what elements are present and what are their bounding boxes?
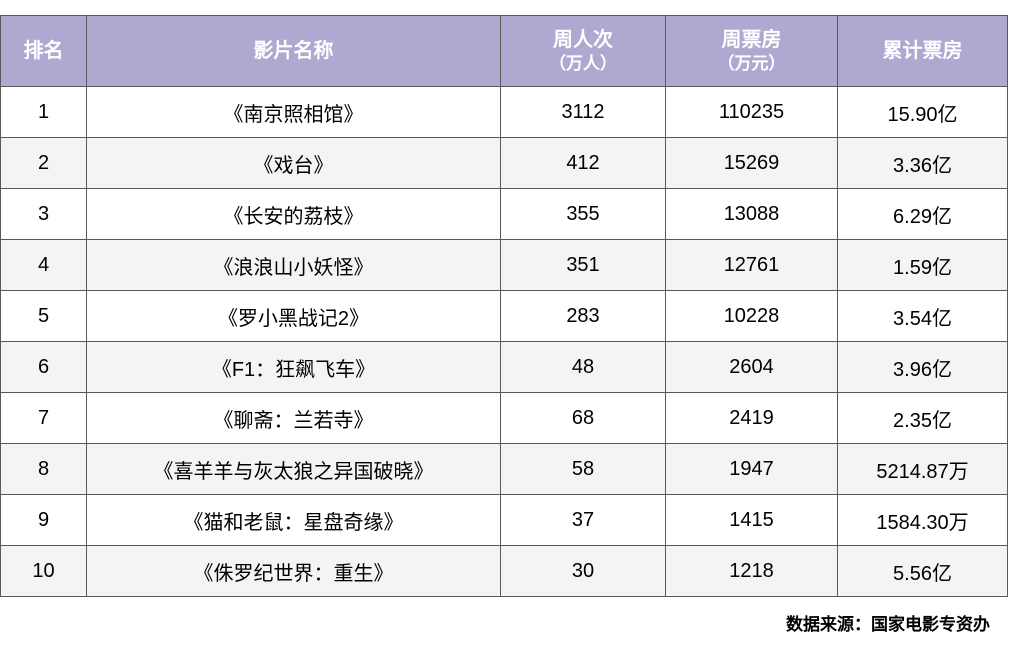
table-row: 9 《猫和老鼠：星盘奇缘》 37 1415 1584.30万 xyxy=(0,494,1008,546)
table-row: 5 《罗小黑战记2》 283 10228 3.54亿 xyxy=(0,290,1008,342)
rank-cell: 10 xyxy=(0,545,87,597)
film-title-cell: 《聊斋：兰若寺》 xyxy=(86,392,501,444)
header-weekly-admissions-unit: （万人） xyxy=(549,53,617,73)
rank-cell: 5 xyxy=(0,290,87,342)
total-boxoffice-cell: 15.90亿 xyxy=(837,86,1008,138)
weekly-boxoffice-cell: 10228 xyxy=(665,290,838,342)
total-boxoffice-cell: 6.29亿 xyxy=(837,188,1008,240)
film-title-cell: 《长安的荔枝》 xyxy=(86,188,501,240)
weekly-admissions-cell: 48 xyxy=(500,341,666,393)
header-weekly-boxoffice-unit: （万元） xyxy=(717,53,786,73)
rank-cell: 4 xyxy=(0,239,87,291)
table-body: 1 《南京照相馆》 3112 110235 15.90亿 2 《戏台》 412 … xyxy=(0,86,1008,597)
weekly-boxoffice-cell: 2419 xyxy=(665,392,838,444)
film-title-cell: 《戏台》 xyxy=(86,137,501,189)
weekly-boxoffice-cell: 15269 xyxy=(665,137,838,189)
total-boxoffice-cell: 1.59亿 xyxy=(837,239,1008,291)
weekly-boxoffice-cell: 1218 xyxy=(665,545,838,597)
total-boxoffice-cell: 3.96亿 xyxy=(837,341,1008,393)
film-title-cell: 《F1：狂飙飞车》 xyxy=(86,341,501,393)
weekly-boxoffice-cell: 12761 xyxy=(665,239,838,291)
film-title-cell: 《喜羊羊与灰太狼之异国破晓》 xyxy=(86,443,501,495)
table-row: 6 《F1：狂飙飞车》 48 2604 3.96亿 xyxy=(0,341,1008,393)
total-boxoffice-cell: 3.54亿 xyxy=(837,290,1008,342)
header-weekly-admissions: 周人次 （万人） xyxy=(500,15,666,87)
header-weekly-boxoffice: 周票房 （万元） xyxy=(665,15,838,87)
total-boxoffice-cell: 5.56亿 xyxy=(837,545,1008,597)
box-office-table: 排名 影片名称 周人次 （万人） 周票房 （万元） 累计票房 xyxy=(0,15,1008,597)
weekly-admissions-cell: 58 xyxy=(500,443,666,495)
data-source-note: 数据来源：国家电影专资办 xyxy=(786,615,990,634)
rank-cell: 3 xyxy=(0,188,87,240)
header-rank: 排名 xyxy=(0,15,87,87)
table-row: 8 《喜羊羊与灰太狼之异国破晓》 58 1947 5214.87万 xyxy=(0,443,1008,495)
weekly-boxoffice-cell: 1415 xyxy=(665,494,838,546)
rank-cell: 1 xyxy=(0,86,87,138)
header-rank-label: 排名 xyxy=(23,39,64,62)
table-header: 排名 影片名称 周人次 （万人） 周票房 （万元） 累计票房 xyxy=(0,15,1008,87)
weekly-admissions-cell: 37 xyxy=(500,494,666,546)
table-row: 3 《长安的荔枝》 355 13088 6.29亿 xyxy=(0,188,1008,240)
header-film-title-label: 影片名称 xyxy=(253,39,334,62)
table-row: 10 《侏罗纪世界：重生》 30 1218 5.56亿 xyxy=(0,545,1008,597)
film-title-cell: 《侏罗纪世界：重生》 xyxy=(86,545,501,597)
header-row: 排名 影片名称 周人次 （万人） 周票房 （万元） 累计票房 xyxy=(0,15,1008,87)
rank-cell: 6 xyxy=(0,341,87,393)
weekly-admissions-cell: 412 xyxy=(500,137,666,189)
film-title-cell: 《罗小黑战记2》 xyxy=(86,290,501,342)
film-title-cell: 《猫和老鼠：星盘奇缘》 xyxy=(86,494,501,546)
rank-cell: 8 xyxy=(0,443,87,495)
total-boxoffice-cell: 1584.30万 xyxy=(837,494,1008,546)
weekly-admissions-cell: 30 xyxy=(500,545,666,597)
header-film-title: 影片名称 xyxy=(86,15,501,87)
rank-cell: 9 xyxy=(0,494,87,546)
weekly-boxoffice-cell: 110235 xyxy=(665,86,838,138)
weekly-admissions-cell: 351 xyxy=(500,239,666,291)
weekly-boxoffice-cell: 13088 xyxy=(665,188,838,240)
header-weekly-boxoffice-label: 周票房 xyxy=(721,28,782,51)
rank-cell: 7 xyxy=(0,392,87,444)
weekly-admissions-cell: 68 xyxy=(500,392,666,444)
total-boxoffice-cell: 3.36亿 xyxy=(837,137,1008,189)
table-row: 4 《浪浪山小妖怪》 351 12761 1.59亿 xyxy=(0,239,1008,291)
table-row: 7 《聊斋：兰若寺》 68 2419 2.35亿 xyxy=(0,392,1008,444)
weekly-admissions-cell: 283 xyxy=(500,290,666,342)
total-boxoffice-cell: 5214.87万 xyxy=(837,443,1008,495)
weekly-admissions-cell: 355 xyxy=(500,188,666,240)
weekly-boxoffice-cell: 2604 xyxy=(665,341,838,393)
total-boxoffice-cell: 2.35亿 xyxy=(837,392,1008,444)
film-title-cell: 《浪浪山小妖怪》 xyxy=(86,239,501,291)
table-row: 2 《戏台》 412 15269 3.36亿 xyxy=(0,137,1008,189)
film-title-cell: 《南京照相馆》 xyxy=(86,86,501,138)
table-row: 1 《南京照相馆》 3112 110235 15.90亿 xyxy=(0,86,1008,138)
header-weekly-admissions-label: 周人次 xyxy=(553,28,613,51)
weekly-admissions-cell: 3112 xyxy=(500,86,666,138)
rank-cell: 2 xyxy=(0,137,87,189)
header-total-boxoffice: 累计票房 xyxy=(837,15,1008,87)
header-total-boxoffice-label: 累计票房 xyxy=(882,39,963,62)
weekly-boxoffice-cell: 1947 xyxy=(665,443,838,495)
